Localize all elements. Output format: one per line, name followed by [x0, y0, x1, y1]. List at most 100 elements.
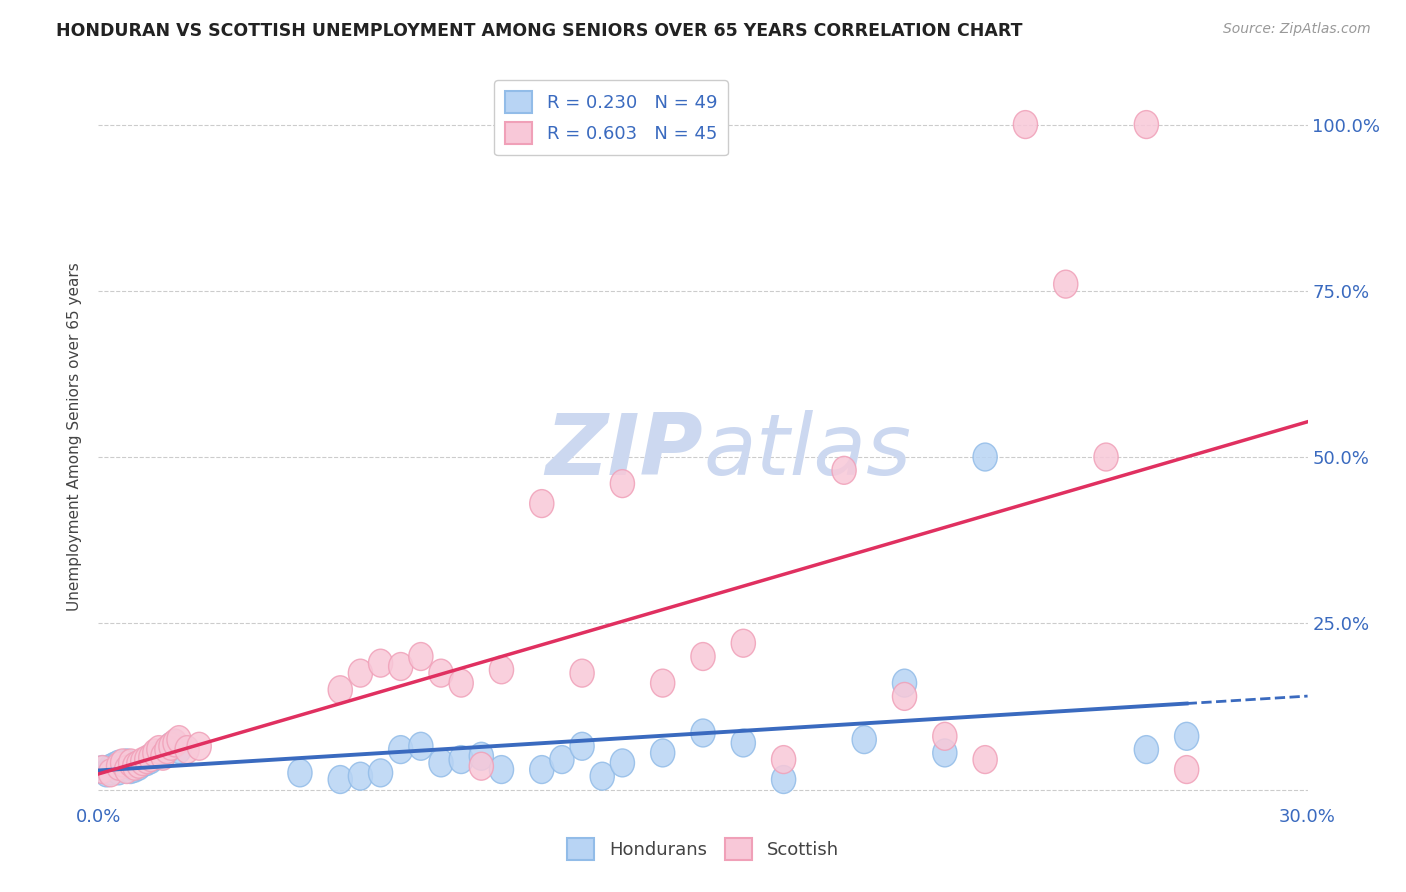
Ellipse shape — [111, 749, 135, 777]
Ellipse shape — [135, 747, 159, 775]
Ellipse shape — [470, 742, 494, 770]
Ellipse shape — [530, 756, 554, 783]
Ellipse shape — [122, 755, 146, 782]
Ellipse shape — [107, 750, 131, 778]
Ellipse shape — [1174, 756, 1199, 783]
Ellipse shape — [388, 736, 413, 764]
Text: ZIP: ZIP — [546, 410, 703, 493]
Ellipse shape — [107, 757, 131, 785]
Ellipse shape — [139, 746, 163, 773]
Ellipse shape — [131, 749, 155, 777]
Legend: Hondurans, Scottish: Hondurans, Scottish — [560, 830, 846, 867]
Ellipse shape — [349, 659, 373, 687]
Ellipse shape — [163, 731, 187, 758]
Ellipse shape — [135, 746, 159, 773]
Ellipse shape — [90, 756, 114, 783]
Ellipse shape — [932, 739, 957, 767]
Ellipse shape — [150, 739, 174, 767]
Ellipse shape — [349, 763, 373, 790]
Ellipse shape — [388, 653, 413, 681]
Ellipse shape — [1174, 723, 1199, 750]
Ellipse shape — [550, 746, 574, 773]
Ellipse shape — [1094, 443, 1118, 471]
Ellipse shape — [1053, 270, 1078, 298]
Ellipse shape — [690, 719, 716, 747]
Ellipse shape — [288, 759, 312, 787]
Ellipse shape — [731, 729, 755, 757]
Ellipse shape — [328, 676, 353, 704]
Ellipse shape — [90, 756, 114, 783]
Ellipse shape — [114, 750, 139, 778]
Ellipse shape — [174, 736, 200, 764]
Ellipse shape — [98, 757, 122, 785]
Text: atlas: atlas — [703, 410, 911, 493]
Ellipse shape — [163, 729, 187, 757]
Ellipse shape — [94, 759, 118, 787]
Ellipse shape — [167, 736, 191, 764]
Ellipse shape — [98, 759, 122, 787]
Y-axis label: Unemployment Among Seniors over 65 years: Unemployment Among Seniors over 65 years — [67, 263, 83, 611]
Ellipse shape — [973, 746, 997, 773]
Ellipse shape — [893, 669, 917, 697]
Ellipse shape — [690, 642, 716, 671]
Ellipse shape — [651, 669, 675, 697]
Ellipse shape — [429, 659, 453, 687]
Ellipse shape — [569, 732, 595, 760]
Ellipse shape — [489, 656, 513, 684]
Ellipse shape — [114, 756, 139, 783]
Ellipse shape — [155, 737, 179, 765]
Ellipse shape — [122, 752, 146, 780]
Ellipse shape — [772, 746, 796, 773]
Ellipse shape — [146, 736, 172, 764]
Ellipse shape — [114, 749, 139, 777]
Ellipse shape — [328, 765, 353, 794]
Text: Source: ZipAtlas.com: Source: ZipAtlas.com — [1223, 22, 1371, 37]
Ellipse shape — [118, 749, 143, 777]
Ellipse shape — [449, 669, 474, 697]
Ellipse shape — [1014, 111, 1038, 138]
Ellipse shape — [591, 763, 614, 790]
Text: HONDURAN VS SCOTTISH UNEMPLOYMENT AMONG SENIORS OVER 65 YEARS CORRELATION CHART: HONDURAN VS SCOTTISH UNEMPLOYMENT AMONG … — [56, 22, 1022, 40]
Ellipse shape — [150, 742, 174, 770]
Ellipse shape — [489, 756, 513, 783]
Ellipse shape — [651, 739, 675, 767]
Ellipse shape — [139, 744, 163, 772]
Ellipse shape — [127, 752, 150, 780]
Ellipse shape — [107, 752, 131, 780]
Ellipse shape — [368, 759, 392, 787]
Ellipse shape — [118, 756, 143, 783]
Ellipse shape — [470, 752, 494, 780]
Ellipse shape — [852, 726, 876, 754]
Ellipse shape — [1135, 111, 1159, 138]
Ellipse shape — [610, 749, 634, 777]
Ellipse shape — [146, 741, 172, 769]
Ellipse shape — [155, 736, 179, 764]
Ellipse shape — [103, 752, 127, 780]
Ellipse shape — [143, 739, 167, 767]
Ellipse shape — [159, 732, 183, 760]
Ellipse shape — [167, 726, 191, 754]
Ellipse shape — [131, 747, 155, 775]
Ellipse shape — [893, 682, 917, 710]
Ellipse shape — [973, 443, 997, 471]
Ellipse shape — [143, 742, 167, 770]
Ellipse shape — [1135, 736, 1159, 764]
Ellipse shape — [731, 629, 755, 657]
Ellipse shape — [932, 723, 957, 750]
Ellipse shape — [98, 755, 122, 782]
Ellipse shape — [772, 765, 796, 794]
Ellipse shape — [409, 642, 433, 671]
Ellipse shape — [159, 732, 183, 760]
Ellipse shape — [139, 744, 163, 772]
Ellipse shape — [569, 659, 595, 687]
Ellipse shape — [111, 754, 135, 781]
Ellipse shape — [429, 749, 453, 777]
Ellipse shape — [409, 732, 433, 760]
Ellipse shape — [368, 649, 392, 677]
Ellipse shape — [449, 746, 474, 773]
Ellipse shape — [610, 470, 634, 498]
Ellipse shape — [832, 457, 856, 484]
Ellipse shape — [187, 732, 211, 760]
Ellipse shape — [530, 490, 554, 517]
Ellipse shape — [127, 750, 150, 778]
